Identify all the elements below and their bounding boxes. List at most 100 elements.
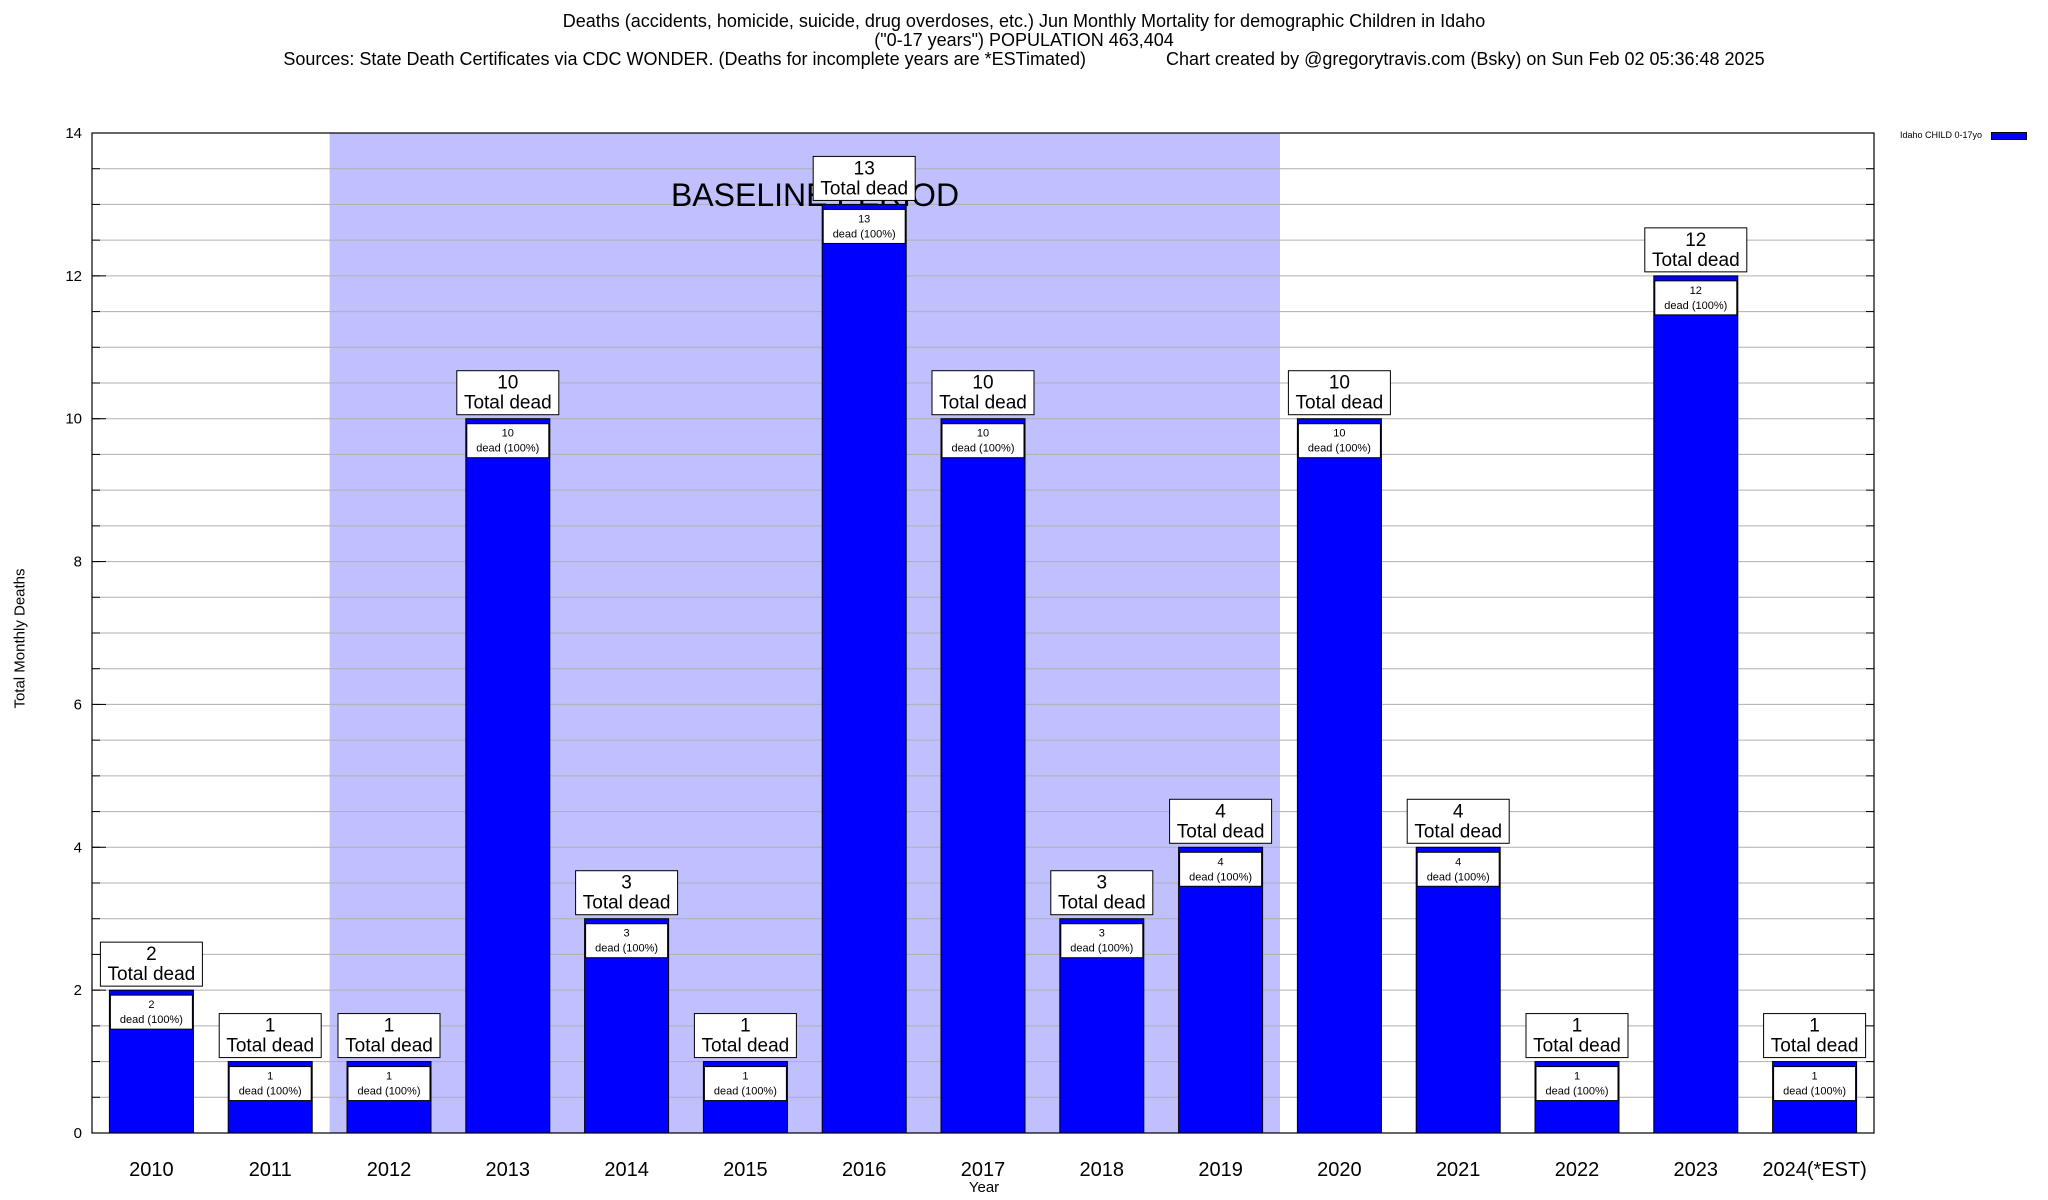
bar-total-label-box — [812, 155, 916, 201]
bar-total-label: Total dead — [1533, 1036, 1621, 1057]
bar-inner-value: 3 — [624, 928, 630, 940]
x-tick-label: 2019 — [1198, 1159, 1243, 1181]
y-tick-label: 14 — [65, 125, 82, 142]
bar-inner-percent: dead (100%) — [476, 443, 539, 455]
y-tick-label: 4 — [74, 839, 82, 856]
bar-inner-value: 1 — [742, 1071, 748, 1083]
x-tick-label: 2013 — [486, 1159, 531, 1181]
bar-total-label-box — [1169, 798, 1273, 844]
x-tick-label: 2023 — [1674, 1159, 1719, 1181]
bar-total-value: 10 — [497, 373, 518, 394]
bar-inner-label-box — [1297, 423, 1381, 459]
bar-inner-value: 1 — [1574, 1071, 1580, 1083]
bar — [1296, 418, 1382, 1134]
bar-inner-label-box — [1654, 280, 1738, 316]
bar-inner-value: 1 — [1812, 1071, 1818, 1083]
bar-total-label-box — [456, 370, 560, 416]
bar-inner-percent: dead (100%) — [120, 1014, 183, 1026]
chart-source-line: Sources: State Death Certificates via CD… — [283, 49, 1765, 69]
x-tick-label: 2010 — [129, 1159, 174, 1181]
bar-total-value: 13 — [854, 158, 875, 179]
x-tick-label: 2015 — [723, 1159, 768, 1181]
bar-total-label: Total dead — [108, 964, 196, 985]
chart-title-block: Deaths (accidents, homicide, suicide, dr… — [0, 12, 2048, 69]
bar-inner-value: 10 — [1333, 428, 1345, 440]
bar-total-label: Total dead — [1652, 250, 1740, 271]
bar-inner-value: 12 — [1690, 285, 1702, 297]
bar-total-label: Total dead — [820, 178, 908, 199]
bar-inner-value: 13 — [858, 213, 870, 225]
bar-inner-percent: dead (100%) — [1664, 300, 1727, 312]
x-axis-label: Year — [968, 1179, 1000, 1196]
bar — [1653, 275, 1739, 1134]
y-tick-label: 0 — [74, 1125, 82, 1142]
bar-total-value: 10 — [1329, 373, 1350, 394]
bar-total-label: Total dead — [1058, 893, 1146, 914]
bar-inner-label-box — [1773, 1066, 1857, 1102]
bar-inner-percent: dead (100%) — [1783, 1086, 1846, 1098]
y-tick-label: 6 — [74, 696, 82, 713]
bar-total-label-box — [693, 1013, 797, 1059]
bar-inner-percent: dead (100%) — [239, 1086, 302, 1098]
bar-total-label-box — [337, 1013, 441, 1059]
x-tick-label: 2014 — [604, 1159, 649, 1181]
bar-total-label: Total dead — [226, 1036, 314, 1057]
bar-inner-value: 1 — [267, 1071, 273, 1083]
x-tick-label: 2012 — [367, 1159, 412, 1181]
chart-title: Deaths (accidents, homicide, suicide, dr… — [562, 11, 1486, 31]
bar-total-label-box — [99, 941, 203, 987]
bar-inner-label-box — [822, 208, 906, 244]
x-tick-label: 2020 — [1317, 1159, 1362, 1181]
bar-total-label: Total dead — [939, 393, 1027, 414]
bar-inner-label-box — [109, 994, 193, 1030]
bar-inner-percent: dead (100%) — [595, 943, 658, 955]
bar-total-label-box — [1763, 1013, 1867, 1059]
bar-inner-value: 4 — [1455, 856, 1461, 868]
x-tick-label: 2018 — [1080, 1159, 1125, 1181]
bar — [1415, 846, 1501, 1134]
bar-total-value: 12 — [1685, 230, 1706, 251]
y-tick-label: 8 — [74, 554, 82, 571]
bar-inner-percent: dead (100%) — [1546, 1086, 1609, 1098]
bar-total-value: 1 — [740, 1016, 751, 1037]
bar-inner-value: 10 — [502, 428, 514, 440]
bar-inner-percent: dead (100%) — [358, 1086, 421, 1098]
bar-inner-label-box — [941, 423, 1025, 459]
bar — [940, 418, 1026, 1134]
bar-total-label: Total dead — [1177, 821, 1265, 842]
bar-inner-value: 10 — [977, 428, 989, 440]
legend-entry-label: Idaho CHILD 0-17yo — [1900, 130, 1983, 140]
bar-inner-percent: dead (100%) — [714, 1086, 777, 1098]
bar-inner-percent: dead (100%) — [1070, 943, 1133, 955]
bar-inner-value: 4 — [1218, 856, 1224, 868]
x-tick-label: 2011 — [249, 1159, 292, 1181]
bar-total-value: 3 — [621, 873, 632, 894]
bar-total-label-box — [1525, 1013, 1629, 1059]
y-tick-label: 12 — [65, 268, 82, 285]
bar-total-value: 3 — [1097, 873, 1108, 894]
bar-inner-label-box — [1416, 851, 1500, 887]
bar — [465, 418, 551, 1134]
bar-total-label-box — [1287, 370, 1391, 416]
bar-total-label: Total dead — [1414, 821, 1502, 842]
bar-inner-value: 2 — [148, 999, 154, 1011]
bar-total-label-box — [931, 370, 1035, 416]
bar-total-label-box — [218, 1013, 322, 1059]
bar-total-value: 1 — [384, 1016, 395, 1037]
bar-total-label-box — [1406, 798, 1510, 844]
bar-inner-label-box — [228, 1066, 312, 1102]
y-tick-label: 2 — [74, 982, 82, 999]
bar-total-value: 4 — [1453, 801, 1464, 822]
bar — [821, 203, 907, 1134]
bar-total-label: Total dead — [1771, 1036, 1859, 1057]
bar-total-value: 1 — [265, 1016, 276, 1037]
legend: Idaho CHILD 0-17yo — [1900, 130, 2027, 140]
bar-inner-label-box — [703, 1066, 787, 1102]
bar-total-value: 10 — [972, 373, 993, 394]
bar-inner-label-box — [347, 1066, 431, 1102]
chart-subtitle: ("0-17 years") POPULATION 463,404 — [874, 30, 1174, 50]
bar-inner-percent: dead (100%) — [833, 228, 896, 240]
bar-inner-value: 1 — [386, 1071, 392, 1083]
bar-total-label-box — [575, 870, 679, 916]
legend-swatch — [1990, 131, 2027, 140]
